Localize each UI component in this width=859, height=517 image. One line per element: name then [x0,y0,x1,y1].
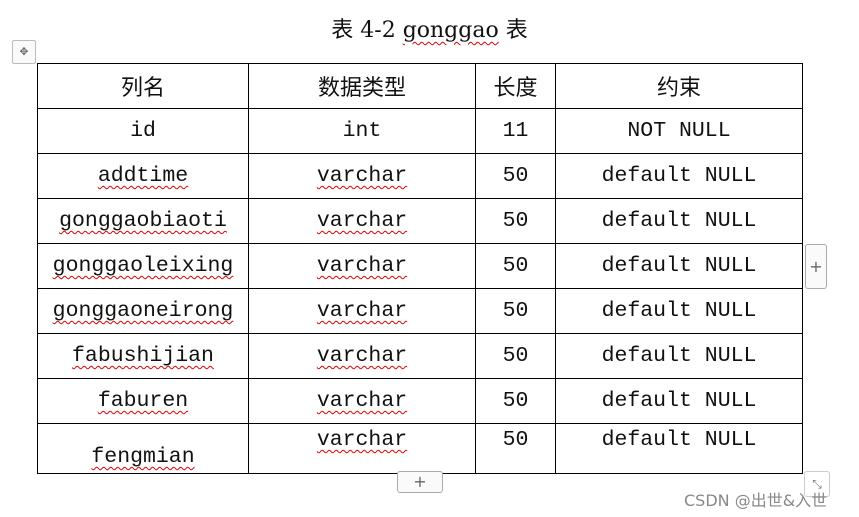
cell-length: 50 [475,243,556,289]
cell-constraint: default NULL [555,198,803,244]
add-row-button[interactable]: + [397,471,443,493]
header-row: 列名 数据类型 长度 约束 [37,63,803,109]
header-cell: 数据类型 [248,63,476,109]
cell-constraint: default NULL [555,333,803,379]
cell-length: 50 [475,378,556,424]
table-move-handle-icon[interactable]: ✥ [12,40,36,64]
header-cell: 长度 [475,63,556,109]
cell-text: varchar [316,164,408,188]
table-row: id int 11 NOT NULL [37,108,803,154]
cell-text: varchar [316,299,408,323]
cell-text: varchar [316,344,408,368]
cell-constraint: default NULL [555,423,803,474]
cell-column-name: fengmian [37,423,249,474]
cell-text: varchar [316,389,408,413]
table-row: gonggaoneirong varchar 50 default NULL [37,288,803,334]
cell-constraint: default NULL [555,378,803,424]
cell-text: gonggaoleixing [52,254,234,278]
cell-column-name: faburen [37,378,249,424]
cell-type: varchar [248,378,476,424]
header-cell: 列名 [37,63,249,109]
cell-text: fengmian [91,445,195,469]
cell-text: gonggaoneirong [52,299,234,323]
cell-type: varchar [248,243,476,289]
cell-text: varchar [316,428,408,452]
add-column-button[interactable]: + [805,244,827,289]
caption-prefix: 表 4-2 [331,18,403,43]
cell-constraint: default NULL [555,288,803,334]
table-row: addtime varchar 50 default NULL [37,153,803,199]
cell-length: 50 [475,288,556,334]
cell-constraint: default NULL [555,243,803,289]
watermark: CSDN @出世&入世 [684,491,828,510]
cell-column-name: gonggaobiaoti [37,198,249,244]
cell-length: 50 [475,333,556,379]
cell-length: 50 [475,153,556,199]
cell-column-name: gonggaoleixing [37,243,249,289]
caption-name: gonggao [402,18,499,43]
table-row: faburen varchar 50 default NULL [37,378,803,424]
cell-column-name: id [37,108,249,154]
cell-type: int [248,108,476,154]
cell-type: varchar [248,333,476,379]
caption-suffix: 表 [498,18,528,43]
header-cell: 约束 [555,63,803,109]
cell-constraint: default NULL [555,153,803,199]
cell-text: varchar [316,209,408,233]
cell-type: varchar [248,288,476,334]
cell-type: varchar [248,423,476,474]
cell-text: id [130,119,156,143]
cell-text: faburen [97,389,189,413]
cell-type: varchar [248,153,476,199]
table-row: fengmian varchar 50 default NULL [37,423,803,474]
cell-column-name: fabushijian [37,333,249,379]
table-resize-icon[interactable]: ⤡ [804,471,830,497]
cell-text: addtime [97,164,189,188]
cell-column-name: gonggaoneirong [37,288,249,334]
table-row: gonggaobiaoti varchar 50 default NULL [37,198,803,244]
cell-text: int [342,119,382,143]
table-row: fabushijian varchar 50 default NULL [37,333,803,379]
cell-type: varchar [248,198,476,244]
cell-constraint: NOT NULL [555,108,803,154]
table-caption: 表 4-2 gonggao 表 [0,12,859,44]
cell-length: 11 [475,108,556,154]
cell-length: 50 [475,423,556,474]
table-row: gonggaoleixing varchar 50 default NULL [37,243,803,289]
cell-text: gonggaobiaoti [59,209,227,233]
cell-length: 50 [475,198,556,244]
cell-text: fabushijian [72,344,214,368]
cell-column-name: addtime [37,153,249,199]
gonggao-table: 列名 数据类型 长度 约束 id int 11 NOT NULL addtime… [37,63,803,474]
cell-text: varchar [316,254,408,278]
